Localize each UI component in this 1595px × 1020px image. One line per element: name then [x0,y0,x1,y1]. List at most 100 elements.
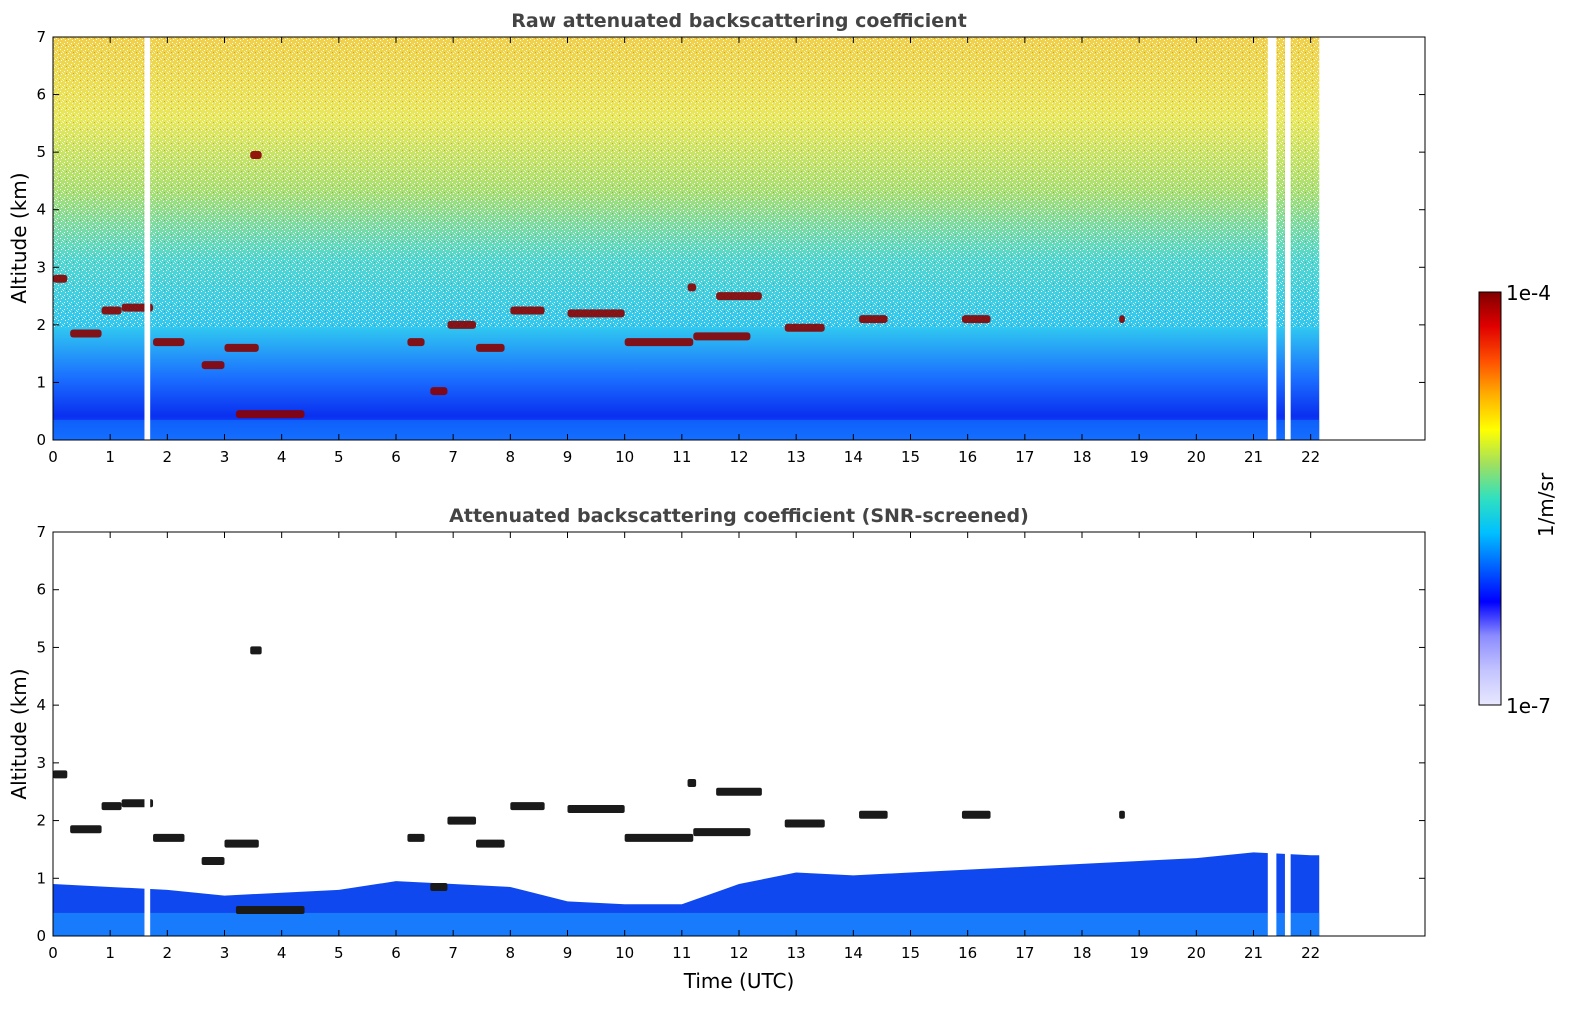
x-tick-label: 19 [1130,944,1149,962]
panel-screened-title: Attenuated backscattering coefficient (S… [449,505,1029,527]
x-tick-label: 12 [729,448,748,466]
x-tick-label: 21 [1244,448,1263,466]
colorbar-min-label: 1e-7 [1506,694,1551,718]
raw-cloud-layer [53,274,68,283]
screened-cloud-layer [447,816,477,825]
x-tick-label: 10 [615,448,634,466]
x-tick-label: 3 [220,448,230,466]
x-tick-label: 14 [844,448,863,466]
colorbar-label: 1/m/sr [1534,472,1558,537]
x-tick-label: 17 [1015,944,1034,962]
raw-cloud-layer [447,320,477,329]
x-tick-label: 8 [506,448,516,466]
panel-screened-xlabel: Time (UTC) [683,969,795,993]
x-tick-label: 9 [563,944,573,962]
y-tick-label: 6 [36,581,46,599]
panel-raw-title: Raw attenuated backscattering coefficien… [511,10,967,32]
y-tick-label: 7 [36,28,46,46]
screened-cloud-layer [224,839,259,848]
x-tick-label: 20 [1187,944,1206,962]
screened-cloud-layer [53,770,68,779]
screened-cloud-layer [961,810,991,819]
x-tick-label: 5 [334,448,344,466]
y-tick-label: 5 [36,638,46,656]
screened-cloud-layer [687,779,697,788]
y-tick-label: 3 [36,258,46,276]
raw-cloud-layer [153,338,185,347]
panel-raw-ylabel: Altitude (km) [7,172,31,303]
raw-cloud-layer [201,361,225,370]
data-gap [144,532,151,936]
y-tick-label: 6 [36,86,46,104]
x-tick-label: 0 [48,448,58,466]
x-tick-label: 11 [672,448,691,466]
data-gap [1267,37,1277,440]
raw-cloud-layer [70,329,102,338]
data-gap [1284,37,1291,440]
x-tick-label: 13 [787,944,806,962]
screened-cloud-layer [693,828,751,837]
x-tick-label: 15 [901,448,920,466]
raw-cloud-layer [961,315,991,324]
raw-cloud-layer [224,343,259,352]
x-tick-label: 4 [277,448,287,466]
raw-cloud-layer [624,338,694,347]
x-tick-label: 11 [672,944,691,962]
raw-cloud-layer [430,387,448,396]
colorbar-scale [1478,291,1502,706]
x-tick-label: 16 [958,448,977,466]
screened-surface-layer [53,912,1320,936]
x-tick-label: 8 [506,944,516,962]
screened-cloud-layer [859,810,888,819]
x-tick-label: 16 [958,944,977,962]
raw-cloud-layer [687,283,697,292]
x-tick-label: 21 [1244,944,1263,962]
raw-cloud-layer [101,306,122,315]
x-tick-label: 7 [448,448,458,466]
x-tick-label: 22 [1301,448,1320,466]
y-tick-label: 1 [36,373,46,391]
y-tick-label: 1 [36,869,46,887]
x-tick-label: 19 [1130,448,1149,466]
raw-noise-field [53,37,1320,328]
x-tick-label: 6 [391,944,401,962]
screened-cloud-layer [407,833,425,842]
raw-cloud-layer [235,410,305,419]
raw-cloud-layer [407,338,425,347]
panel-screened-axes: 0 1 2 3 4 5 6 7 8 9 10 11 12 13 14 15 16 17 18 19 20 21 220123… [36,523,1425,962]
panel-screened-ylabel: Altitude (km) [7,668,31,799]
raw-cloud-layer [784,323,825,332]
screened-cloud-layer [510,802,545,811]
y-tick-label: 4 [36,696,46,714]
y-tick-label: 3 [36,754,46,772]
x-tick-label: 13 [787,448,806,466]
raw-cloud-layer [567,309,625,318]
screened-cloud-layer [430,882,448,891]
data-gap [1284,532,1291,936]
raw-cloud-layer [859,315,888,324]
panel-screened: Attenuated backscattering coefficient (S… [7,505,1426,993]
screened-cloud-layer [101,802,122,811]
panel-raw-plot-area [53,37,1320,440]
x-tick-label: 20 [1187,448,1206,466]
x-tick-label: 9 [563,448,573,466]
colorbar-max-label: 1e-4 [1506,281,1551,305]
raw-cloud-layer [693,332,751,341]
y-tick-label: 0 [36,927,46,945]
raw-surface-layer [53,419,1320,440]
data-gap [144,37,151,440]
screened-cloud-layer [476,839,505,848]
screened-cloud-layer [567,805,625,814]
raw-cloud-layer [716,292,762,301]
y-tick-label: 4 [36,201,46,219]
screened-cloud-layer [716,787,762,796]
y-tick-label: 7 [36,523,46,541]
panel-raw-axes: 0 1 2 3 4 5 6 7 8 9 10 11 12 13 14 15 16 17 18 19 20 21 220123… [36,28,1425,466]
y-tick-label: 5 [36,143,46,161]
x-tick-label: 22 [1301,944,1320,962]
y-tick-label: 2 [36,316,46,334]
raw-cloud-layer [250,151,262,160]
x-tick-label: 7 [448,944,458,962]
x-tick-label: 10 [615,944,634,962]
